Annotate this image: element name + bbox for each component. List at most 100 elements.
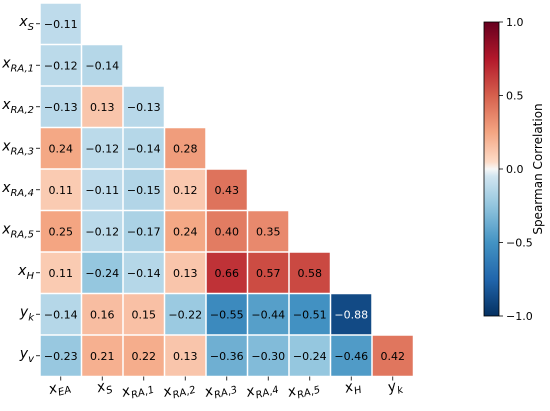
heatmap-cell — [123, 252, 164, 293]
row-label: xRA,4 — [1, 180, 34, 199]
heatmap-cell — [40, 252, 81, 293]
row-label: yv — [19, 346, 35, 365]
row-label: xRA,1 — [1, 55, 34, 74]
heatmap-cell — [123, 294, 164, 335]
colorbar: 1.0 0.5 0.0 −0.5 −1.0 Spearman Correlation — [483, 16, 545, 323]
row-label-base: x — [1, 180, 11, 196]
heatmap-cell — [40, 211, 81, 252]
heatmap-cell — [206, 169, 247, 210]
col-label: yk — [385, 377, 406, 400]
cell-value-label: 0.24 — [49, 142, 74, 155]
row-label-subscript: S — [28, 22, 35, 33]
cell-value-label: 0.35 — [256, 225, 281, 238]
cell-value-label: −0.17 — [127, 225, 161, 238]
heatmap-cells: −0.11 −0.12 −0.14 −0.13 0.13 −0.13 0.24 −0.12 −0… — [40, 3, 413, 376]
heatmap-cell — [206, 211, 247, 252]
row-label-subscript: RA,2 — [10, 105, 34, 116]
heatmap-cell — [40, 128, 81, 169]
cell-value-label: −0.12 — [85, 142, 119, 155]
row-label: xS — [18, 14, 34, 33]
colorbar-tick-label: −0.5 — [506, 237, 533, 250]
heatmap-cell — [165, 169, 206, 210]
row-label-base: y — [19, 304, 29, 320]
row-label-subscript: k — [28, 312, 35, 323]
heatmap-cell — [123, 335, 164, 376]
heatmap-cell — [40, 335, 81, 376]
row-label-subscript: RA,3 — [10, 146, 34, 157]
heatmap-cell — [165, 252, 206, 293]
heatmap-cell — [372, 335, 413, 376]
cell-value-label: −0.13 — [44, 101, 78, 114]
row-label-base: x — [1, 221, 11, 237]
heatmap-cell — [82, 335, 123, 376]
row-label-base: x — [17, 263, 27, 279]
cell-value-label: −0.30 — [251, 350, 285, 363]
heatmap-cell — [40, 86, 81, 127]
col-label-subscript: k — [396, 384, 406, 396]
cell-value-label: −0.15 — [127, 184, 161, 197]
column-labels: xEA xS xRA,1 xRA,2 xRA,3 xRA,4 xRA,5 xH yk — [46, 376, 406, 404]
row-label-subscript: RA,4 — [10, 188, 34, 199]
heatmap-cell — [123, 169, 164, 210]
heatmap-cell — [165, 211, 206, 252]
cell-value-label: 0.13 — [173, 350, 198, 363]
colorbar-tick-label: −1.0 — [506, 310, 533, 323]
heatmap-cell — [82, 169, 123, 210]
row-label-base: x — [1, 97, 11, 113]
col-label-subscript: RA,4 — [255, 385, 281, 402]
cell-value-label: 0.66 — [215, 267, 240, 280]
heatmap-cell — [331, 294, 372, 335]
col-label: xS — [94, 377, 115, 400]
row-label: xRA,5 — [1, 221, 34, 240]
cell-value-label: 0.40 — [215, 225, 240, 238]
colorbar-tick-label: 0.5 — [506, 90, 524, 103]
heatmap-cell — [123, 86, 164, 127]
cell-value-label: 0.42 — [381, 350, 406, 363]
row-label-subscript: v — [28, 354, 35, 365]
heatmap-cell — [206, 252, 247, 293]
col-label-subscript: EA — [57, 385, 73, 399]
cell-value-label: −0.11 — [44, 18, 78, 31]
col-label: xRA,3 — [202, 377, 239, 404]
col-label: xRA,2 — [160, 377, 197, 404]
heatmap-cell — [82, 211, 123, 252]
cell-value-label: 0.11 — [49, 267, 74, 280]
cell-value-label: −0.12 — [85, 225, 119, 238]
heatmap-cell — [40, 294, 81, 335]
heatmap-cell — [165, 335, 206, 376]
heatmap-cell — [165, 128, 206, 169]
cell-value-label: 0.21 — [90, 350, 115, 363]
cell-value-label: −0.11 — [85, 184, 119, 197]
cell-value-label: 0.15 — [132, 308, 157, 321]
heatmap-cell — [206, 294, 247, 335]
heatmap-cell — [248, 211, 289, 252]
heatmap-cell — [248, 294, 289, 335]
cell-value-label: 0.11 — [49, 184, 74, 197]
heatmap-cell — [82, 252, 123, 293]
col-label-subscript: H — [353, 385, 364, 398]
cell-value-label: −0.14 — [127, 267, 161, 280]
cell-value-label: −0.88 — [334, 308, 368, 321]
cell-value-label: 0.24 — [173, 225, 198, 238]
cell-value-label: 0.28 — [173, 142, 198, 155]
row-label-base: x — [18, 14, 28, 30]
colorbar-label: Spearman Correlation — [531, 103, 545, 234]
heatmap-cell — [331, 335, 372, 376]
cell-value-label: 0.22 — [132, 350, 157, 363]
cell-value-label: −0.14 — [85, 59, 119, 72]
col-label-subscript: RA,3 — [213, 385, 239, 402]
row-label: yk — [19, 304, 35, 323]
col-label: xEA — [46, 377, 73, 401]
row-label: xRA,2 — [1, 97, 34, 116]
colorbar-tick-label: 1.0 — [506, 16, 524, 29]
cell-value-label: 0.16 — [90, 308, 115, 321]
cell-value-label: −0.14 — [127, 142, 161, 155]
col-label: xRA,1 — [119, 377, 156, 404]
cell-value-label: 0.58 — [298, 267, 323, 280]
cell-value-label: 0.13 — [90, 101, 115, 114]
row-label: xRA,3 — [1, 138, 34, 157]
heatmap-cell — [40, 3, 81, 44]
heatmap-cell — [289, 294, 330, 335]
cell-value-label: −0.36 — [210, 350, 244, 363]
